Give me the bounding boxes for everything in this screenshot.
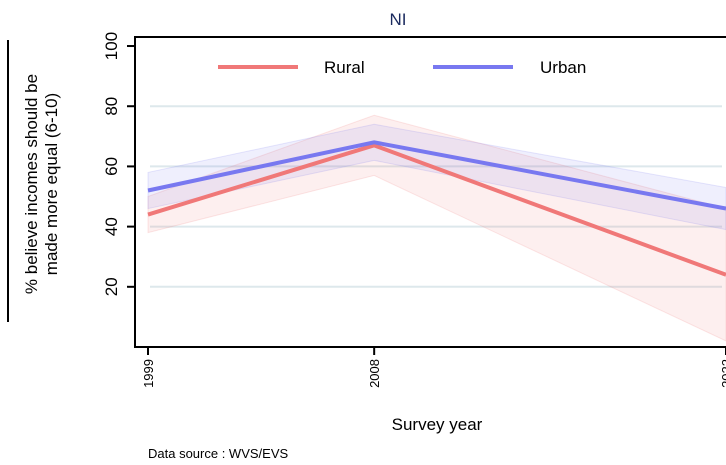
y-axis: 20 40 60 80 100	[102, 32, 135, 296]
gridlines	[150, 105, 722, 288]
y-axis-title-line-2: made more equal (6-10)	[42, 93, 61, 275]
series-lines	[147, 140, 726, 277]
series-line-rural	[147, 143, 726, 277]
legend: Rural Urban	[218, 58, 586, 77]
confidence-band-urban	[147, 123, 726, 231]
y-tick-label: 40	[102, 217, 121, 236]
y-tick-label: 80	[102, 97, 121, 116]
x-axis: 1999 2008 2022	[141, 347, 726, 388]
x-tick-label: 2008	[367, 359, 382, 388]
legend-label-rural: Rural	[324, 58, 365, 77]
data-source-note: Data source : WVS/EVS	[148, 446, 288, 461]
x-axis-title: Survey year	[392, 415, 483, 434]
y-axis-title-line-1: % believe incomes should be	[22, 74, 41, 294]
panel-title: NI	[390, 10, 407, 29]
legend-label-urban: Urban	[540, 58, 586, 77]
y-tick-label: 100	[102, 32, 121, 60]
series-line-urban	[147, 140, 726, 211]
x-tick-label: 1999	[141, 359, 156, 388]
y-axis-title: % believe incomes should be made more eq…	[22, 74, 61, 294]
y-tick-label: 20	[102, 277, 121, 296]
y-tick-label: 60	[102, 157, 121, 176]
x-tick-label: 2022	[719, 359, 726, 388]
